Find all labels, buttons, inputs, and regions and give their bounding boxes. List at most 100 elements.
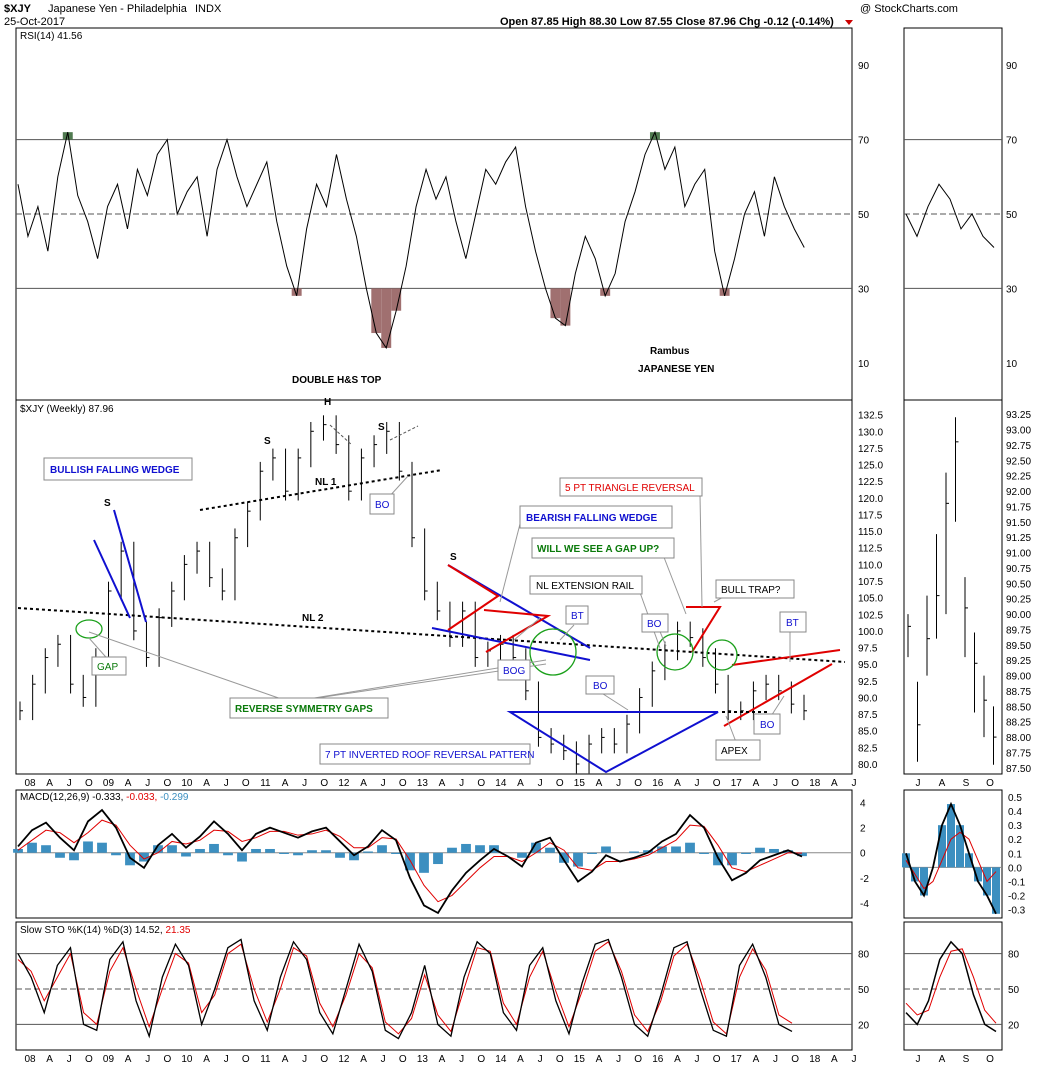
price-inset-tick-label: 90.00 (1006, 610, 1031, 621)
price-x-tick-label: J (773, 778, 778, 789)
chart-date: 25-Oct-2017 (4, 16, 65, 28)
macd-histogram-bar (461, 843, 471, 853)
label-bullish-wedge: BULLISH FALLING WEDGE (50, 465, 180, 476)
label-apex: APEX (721, 746, 748, 757)
macd-histogram-bar (685, 842, 695, 853)
price-inset-tick-label: 91.50 (1006, 518, 1031, 529)
rsi-oversold-fill (391, 288, 402, 311)
rsi-inset-tick-label: 70 (1006, 136, 1018, 147)
rsi-inset-tick-label: 50 (1006, 210, 1018, 221)
macd-histogram-bar (531, 842, 541, 853)
stochastic-x-tick-label: O (85, 1054, 93, 1065)
price-x-tick-label: A (203, 778, 210, 789)
price-tick-label: 117.5 (858, 510, 883, 521)
stochastic-d-line (17, 941, 793, 1035)
macd-histogram-bar (769, 848, 779, 853)
price-tick-label: 90.0 (858, 693, 878, 704)
rsi-oversold-fill (560, 288, 571, 326)
price-x-tick-label: J (616, 778, 621, 789)
wedge-line-lower (113, 509, 147, 623)
price-tick-label: 80.0 (858, 760, 878, 771)
panel-frames (15, 27, 1003, 1051)
macd-title-signal: -0.033, (126, 792, 157, 803)
rsi-tick-label: 50 (858, 210, 870, 221)
price-x-tick-label: A (439, 778, 446, 789)
stochastic-inset-x-tick-label: S (963, 1054, 970, 1065)
macd-histogram-bar (83, 841, 93, 853)
price-x-tick-label: 16 (652, 778, 664, 789)
technical-annotations (17, 424, 846, 774)
rsi-oversold-fill (291, 288, 302, 296)
stochastic-inset-panel (903, 921, 1003, 1051)
label-nl1: NL 1 (315, 477, 337, 488)
macd-inset-histogram-bar (920, 867, 928, 896)
macd-inset-tick-label: 0.5 (1008, 793, 1022, 804)
axis-ticks: 10 10 30 30 50 50 70 70 90 90 80.0 82.5 85.0 87.5 90.0… (24, 61, 1031, 1065)
stochastic-x-tick-label: 16 (652, 1054, 664, 1065)
price-tick-label: 87.5 (858, 710, 878, 721)
stochastic-x-tick-label: J (302, 1054, 307, 1065)
price-inset-x-tick-label: O (986, 778, 994, 789)
macd-inset-histogram-bar (956, 825, 964, 868)
stochastic-x-tick-label: 11 (260, 1054, 271, 1065)
inverted-roof-pattern (506, 711, 719, 774)
instrument-name: Japanese Yen - Philadelphia (48, 3, 188, 15)
stochastic-inset-x-tick-label: O (986, 1054, 994, 1065)
macd-inset-tick-label: 0.1 (1008, 849, 1022, 860)
price-x-tick-label: O (242, 778, 250, 789)
label-gap-up: WILL WE SEE A GAP UP? (537, 544, 659, 555)
macd-histogram-bar (167, 845, 177, 853)
stochastic-x-tick-label: J (538, 1054, 543, 1065)
macd-histogram-bar (783, 850, 793, 853)
stochastic-x-tick-label: O (399, 1054, 407, 1065)
price-x-tick-label: O (85, 778, 93, 789)
price-x-tick-label: 10 (181, 778, 193, 789)
box-gap-up (531, 537, 675, 559)
macd-histogram-bar (111, 852, 121, 856)
box-bo2 (641, 613, 669, 633)
macd-histogram-bar (377, 845, 387, 853)
box-bt1 (565, 605, 589, 625)
stochastic-x-tick-label: A (674, 1054, 681, 1065)
stochastic-x-tick-label: 09 (103, 1054, 115, 1065)
macd-histogram-bar (69, 852, 79, 861)
price-tick-label: 102.5 (858, 610, 883, 621)
macd-histogram-bar (433, 852, 443, 865)
box-bullish-wedge (43, 457, 193, 481)
macd-histogram-bar (419, 852, 429, 873)
macd-histogram-bar (363, 851, 373, 853)
box-bog (497, 659, 531, 681)
macd-histogram-bar (195, 848, 205, 853)
box-bo1 (369, 493, 395, 515)
macd-histogram-bar (657, 846, 667, 853)
box-bull-trap (715, 579, 795, 599)
stochastic-x-tick-label: J (852, 1054, 857, 1065)
macd-histogram-bar (699, 852, 709, 854)
stochastic-inset-tick-label: 20 (1008, 1020, 1020, 1031)
rsi-tick-label: 90 (858, 61, 870, 72)
red-rail-bottom (723, 663, 833, 727)
box-bt2 (779, 611, 807, 633)
price-x-tick-label: A (674, 778, 681, 789)
macd-inset-tick-label: -0.1 (1008, 877, 1026, 888)
rsi-oversold-fill (371, 288, 382, 334)
stochastic-x-tick-label: 12 (338, 1054, 350, 1065)
macd-signal-line (17, 819, 803, 903)
price-x-tick-label: J (459, 778, 464, 789)
macd-histogram-bar (671, 846, 681, 853)
stochastic-tick-label: 50 (858, 985, 870, 996)
stochastic-x-tick-label: A (46, 1054, 53, 1065)
stochastic-x-tick-label: J (224, 1054, 229, 1065)
neckline-2 (17, 607, 846, 663)
macd-tick-label: -2 (860, 874, 869, 885)
price-x-tick-label: 09 (103, 778, 115, 789)
stochastic-inset-d-line (905, 948, 997, 1024)
price-inset-x-tick-label: S (963, 778, 970, 789)
price-x-tick-label: A (125, 778, 132, 789)
box-seven-pt (319, 743, 531, 765)
rsi-inset-line (905, 183, 995, 248)
price-tick-label: 120.0 (858, 494, 883, 505)
macd-inset-tick-label: -0.2 (1008, 891, 1026, 902)
exchange: INDX (195, 3, 222, 15)
